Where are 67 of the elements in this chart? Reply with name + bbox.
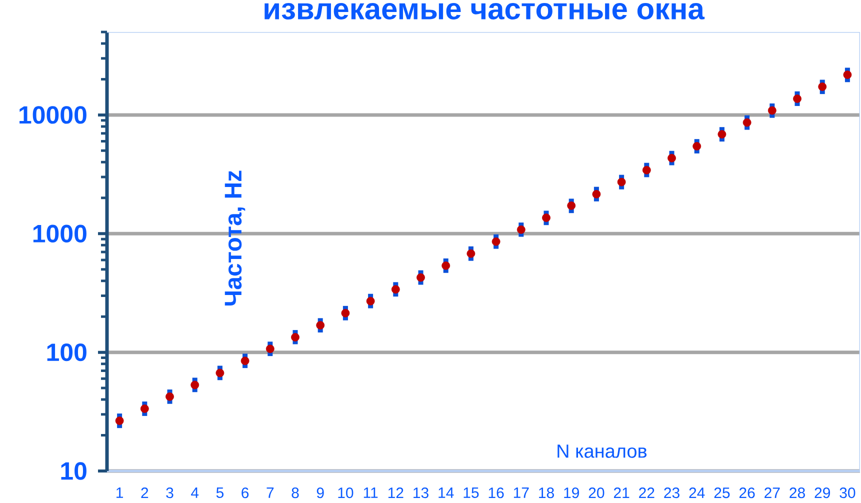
point: [718, 130, 726, 139]
point: [216, 368, 224, 378]
x-tick-label: 18: [539, 488, 554, 498]
point: [516, 225, 526, 234]
x-tick-label: 13: [414, 488, 428, 498]
x-tick-label: 20: [588, 488, 604, 498]
x-tick-label: 10: [338, 488, 354, 498]
y-tick-label: 10: [61, 462, 86, 480]
x-tick-label: 1: [116, 488, 123, 498]
point: [793, 94, 802, 103]
y-tick-label: 10000: [20, 106, 86, 124]
x-tick-label: 14: [438, 488, 454, 498]
point: [466, 249, 476, 258]
point: [166, 392, 174, 401]
point: [642, 166, 651, 174]
point: [843, 70, 852, 79]
point: [115, 416, 124, 425]
y-tick-label: 1000: [33, 224, 86, 242]
point: [266, 344, 274, 354]
point: [240, 356, 250, 366]
point: [391, 285, 400, 294]
point: [140, 404, 149, 413]
x-tick-label: 2: [141, 488, 148, 498]
x-axis-title: N каналов: [558, 444, 647, 458]
point: [668, 154, 676, 162]
point: [341, 308, 350, 318]
x-tick-label: 8: [292, 488, 299, 498]
x-tick-label: 30: [840, 488, 856, 498]
point: [592, 190, 601, 198]
point: [416, 273, 425, 282]
x-tick-label: 29: [814, 488, 830, 498]
x-tick-label: 25: [714, 488, 730, 498]
point: [567, 201, 576, 210]
x-tick-label: 9: [316, 488, 324, 498]
x-tick-label: 26: [739, 488, 755, 498]
y-axis-title: Частота, Hz: [224, 170, 246, 306]
x-tick-label: 23: [664, 488, 680, 498]
x-tick-label: 7: [266, 488, 274, 498]
x-tick-label: 28: [790, 488, 805, 498]
x-tick-label: 19: [564, 488, 579, 498]
point: [617, 178, 626, 186]
chart-title: извлекаемые частотные окна: [264, 3, 705, 20]
point: [316, 321, 325, 330]
x-tick-label: 15: [464, 488, 479, 498]
x-tick-label: 11: [364, 488, 378, 498]
x-tick-label: 27: [764, 488, 780, 498]
point: [442, 261, 450, 270]
x-tick-label: 4: [191, 488, 199, 498]
point: [190, 380, 200, 390]
point: [768, 106, 776, 115]
x-tick-label: 5: [216, 488, 224, 498]
point: [818, 82, 827, 91]
point: [692, 142, 702, 150]
point: [742, 118, 752, 127]
point: [542, 214, 550, 222]
point: [291, 333, 300, 342]
point: [366, 296, 375, 306]
x-tick-label: 16: [488, 488, 504, 498]
point: [492, 237, 500, 246]
x-tick-label: 12: [388, 488, 404, 498]
x-tick-label: 21: [614, 488, 630, 498]
x-tick-label: 22: [639, 488, 654, 498]
x-tick-label: 3: [166, 488, 174, 498]
y-tick-label: 100: [47, 343, 86, 362]
x-tick-label: 6: [242, 488, 249, 498]
x-tick-label: 24: [689, 488, 705, 498]
x-tick-label: 17: [514, 488, 529, 498]
